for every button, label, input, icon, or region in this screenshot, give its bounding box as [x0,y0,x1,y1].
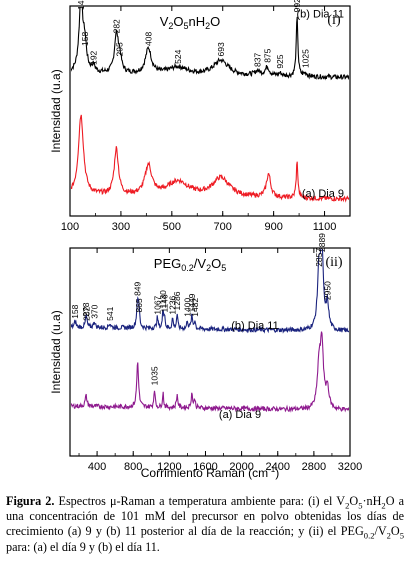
x-tick-label: 1100 [313,221,337,233]
peak-label: 1130 [158,290,168,309]
peak-label: 158 [70,304,80,318]
peak-label: 408 [143,32,153,46]
panel-marker: (ii) [325,255,342,270]
caption-text-5: /V [374,524,387,539]
x-axis-label-sup: -1 [268,465,276,474]
peak-label: 524 [173,49,183,63]
panel-title-part: V [160,14,169,29]
peak-label: 282 [81,306,91,320]
panel-title: PEG0.2/V2O5 [154,256,226,273]
peak-label: 295 [115,42,125,56]
plot-frame [69,247,351,457]
caption-text-3: ·nH [362,494,382,508]
x-axis-label-text: Corrimiento Raman (cm [141,466,268,480]
peak-label: 693 [216,42,226,56]
peak-label: 2889 [317,233,327,252]
x-tick-label: 900 [264,221,282,233]
x-tick-label: 2000 [229,461,253,473]
panel-title-part: PEG [154,256,181,271]
peak-label: 1067 [152,295,162,314]
series-line [71,249,349,334]
x-axis-label-text: ) [275,466,279,480]
caption-text-6: O [390,524,400,539]
x-tick-label: 2400 [265,461,289,473]
caption-label: Figura 2. [6,494,55,508]
x-axis-label: Corrimiento Raman (cm-1) [141,465,279,480]
peak-label: 282 [111,19,121,33]
panel-title-part: 2 [168,21,173,31]
caption-sub: 5 [399,530,404,541]
panel-title-part: 2 [205,21,210,31]
caption-sub: 0.2 [363,530,375,541]
caption-text-1: Espectros μ-Raman a temperatura ambiente… [54,494,346,508]
peak-label: 370 [89,304,99,318]
series-line [71,114,349,203]
peak-label: 925 [275,54,285,68]
series-line [71,331,349,413]
panel-title: V2O5nH2O [160,14,221,31]
panel-title-part: 5 [221,263,226,273]
chart-panel-2: 400 800 1200 1600 2000 2400 2800 3200 Intensidad… [49,233,362,480]
series-label: (a) Dia 9 [302,188,344,200]
peak-label: 278 [81,302,91,316]
peak-label: 1482 [190,298,200,317]
x-tick-label: 300 [112,221,130,233]
x-tick-label: 3200 [338,461,362,473]
caption-text-7: para: (a) el día 9 y (b) el día 11. [6,539,160,554]
peak-label: 158 [80,32,90,46]
series-label: (b) Dia 11 [231,320,278,332]
series-line [71,7,349,81]
x-tick-label: 700 [214,221,232,233]
panel-marker: (i) [327,13,341,28]
panel-title-part: 0.2 [181,263,194,273]
panel-title-part: /V [194,256,207,271]
caption-sub: 2 [345,500,350,511]
figure-caption: Figura 2. Espectros μ-Raman a temperatur… [6,494,404,555]
y-axis-label: Intensidad (u.a) [49,310,63,393]
peak-label: 1449 [187,293,197,312]
plot-frame [69,5,351,217]
peak-label: 1146 [159,294,169,313]
peak-label: 2950 [322,281,332,300]
x-tick-label: 2800 [302,461,326,473]
series-label: (a) Dia 9 [219,409,261,421]
caption-text-4: O a una concentración de 101 mM del prec… [6,494,404,539]
peak-label: 849 [133,281,143,295]
peak-label: 192 [88,50,98,64]
peak-label: 2857 [314,248,324,267]
peak-label: 865 [134,298,144,312]
x-tick-label: 100 [61,221,79,233]
peak-label: 1035 [149,366,159,385]
peak-label: 143 [76,0,86,10]
caption-sub: 2 [381,500,386,511]
x-tick-label: 400 [88,461,106,473]
raman-figure: 100 300 500 700 900 1100 Intensidad (u.a) V2O5n… [49,0,362,480]
x-tick-label: 500 [163,221,181,233]
peak-label: 875 [262,48,272,62]
peak-label: 541 [105,306,115,320]
x-tick-label: 1600 [193,461,217,473]
peak-label: 1286 [172,291,182,310]
peak-label: 837 [253,53,263,67]
caption-sub: 5 [358,500,363,511]
panel-title-part: nH [189,14,206,29]
x-tick-label: 1200 [157,461,181,473]
panel-title-part: O [173,14,183,29]
peak-label: 992 [292,0,302,12]
panel-title-part: O [210,14,220,29]
series-label: (b) Dia 11 [297,8,344,20]
caption-sub: 2 [386,530,391,541]
peak-label: 1025 [300,49,310,68]
panel-title-part: O [211,256,221,271]
panel-title-part: 5 [184,21,189,31]
caption-text-2: O [349,494,359,508]
peak-label: 1236 [168,295,178,314]
y-axis-label: Intensidad (u.a) [49,69,63,152]
panel-title-part: 2 [206,263,211,273]
peak-label: 1400 [182,298,192,317]
x-tick-label: 800 [124,461,142,473]
